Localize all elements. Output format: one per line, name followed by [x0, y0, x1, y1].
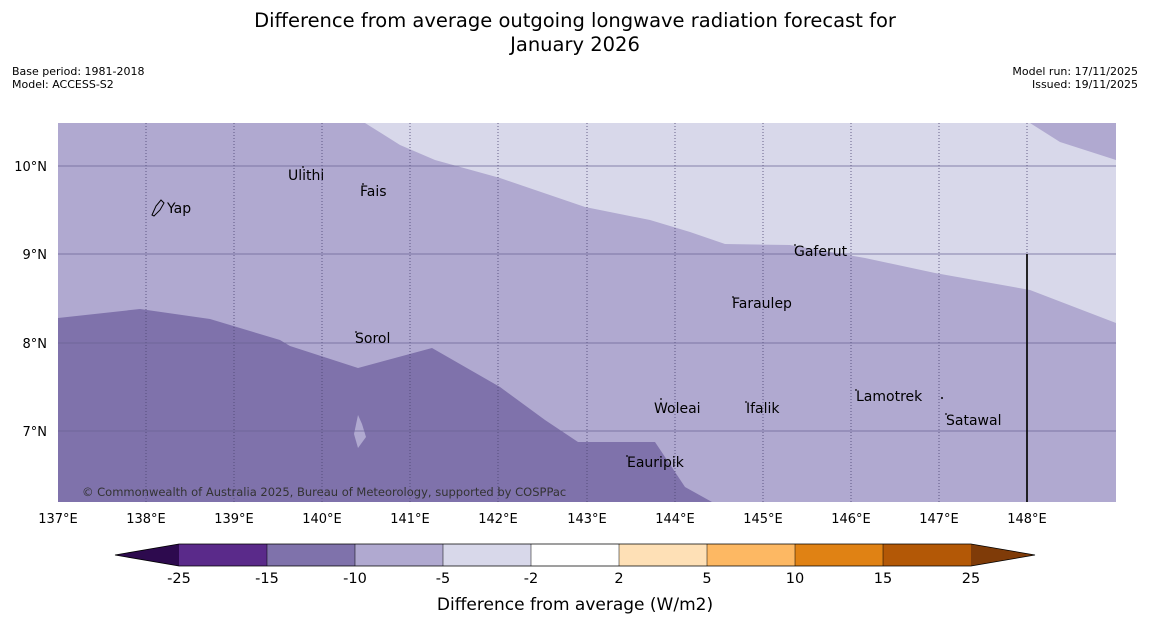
- place-ifalik: Ifalik: [746, 401, 780, 417]
- colorbar-extend-high: [971, 544, 1035, 566]
- colorbar-tick: 5: [702, 571, 711, 587]
- lon-label-138: 138°E: [126, 512, 166, 527]
- lon-label-147: 147°E: [919, 512, 959, 527]
- place-woleai: Woleai: [654, 401, 701, 417]
- model-run: Model run: 17/11/2025: [1012, 65, 1138, 78]
- place-eauripik: Eauripik: [627, 455, 685, 471]
- marker-gaferut: [794, 244, 796, 246]
- place-labels: Ulithi Fais Yap Gaferut Faraulep Sorol L…: [166, 168, 1001, 471]
- colorbar-tick: 2: [614, 571, 623, 587]
- grid-lines: [145, 123, 1028, 502]
- colorbar-outline: [114, 543, 1036, 567]
- lat-axis-labels: 10°N 9°N 8°N 7°N: [14, 160, 47, 440]
- lon-label-146: 146°E: [831, 512, 871, 527]
- issued-date: Issued: 19/11/2025: [1031, 78, 1138, 91]
- place-gaferut: Gaferut: [794, 244, 848, 260]
- colorbar-tick: 25: [962, 571, 980, 587]
- lon-axis-labels: 137°E 138°E 139°E 140°E 141°E 142°E 143°…: [38, 512, 1047, 527]
- colorbar-bin-5: [531, 544, 619, 566]
- field-island-patch: [354, 415, 366, 448]
- colorbar-bin-7: [707, 544, 795, 566]
- colorbar-tick: 10: [786, 571, 804, 587]
- lat-label-7: 7°N: [23, 425, 48, 440]
- place-yap: Yap: [166, 201, 191, 217]
- lon-label-144: 144°E: [655, 512, 695, 527]
- marker-ifalik: [745, 401, 747, 403]
- lon-label-142: 142°E: [478, 512, 518, 527]
- lat-label-8: 8°N: [23, 337, 48, 352]
- colorbar-bin-6: [619, 544, 707, 566]
- colorbar-extend-low: [115, 544, 179, 566]
- marker-eauripik: [626, 455, 628, 457]
- copyright-text: © Commonwealth of Australia 2025, Bureau…: [82, 485, 566, 499]
- colorbar-bin-1: [179, 544, 267, 566]
- chart-title: Difference from average outgoing longwav…: [0, 9, 1150, 57]
- model-name: Model: ACCESS-S2: [12, 78, 114, 91]
- place-fais: Fais: [360, 184, 387, 200]
- colorbar-tick: -10: [343, 571, 367, 587]
- island-markers: [302, 166, 947, 457]
- lon-label-137: 137°E: [38, 512, 78, 527]
- lat-lines: [58, 165, 1116, 432]
- lon-label-148: 148°E: [1007, 512, 1047, 527]
- lon-label-139: 139°E: [214, 512, 254, 527]
- place-satawal: Satawal: [946, 413, 1001, 429]
- marker-satawal: [945, 413, 947, 415]
- colorbar-bin-8: [795, 544, 883, 566]
- yap-island-shape: [151, 199, 165, 217]
- meta-right: Model run: 17/11/2025 Issued: 19/11/2025: [1012, 65, 1138, 91]
- place-lamotrek: Lamotrek: [856, 389, 923, 405]
- colorbar-bin-9: [883, 544, 971, 566]
- lat-label-10: 10°N: [14, 160, 47, 175]
- marker-fais: [362, 183, 364, 185]
- colorbar-dividers: [266, 544, 884, 566]
- colorbar-label: Difference from average (W/m2): [437, 595, 713, 615]
- lon-label-140: 140°E: [302, 512, 342, 527]
- field-minus2-to-minus5: [365, 123, 1116, 323]
- colorbar-bin-3: [355, 544, 443, 566]
- place-sorol: Sorol: [355, 331, 390, 347]
- place-faraulep: Faraulep: [732, 296, 792, 312]
- lat-label-9: 9°N: [23, 248, 48, 263]
- colorbar-bin-4: [443, 544, 531, 566]
- colorbar-bin-2: [267, 544, 355, 566]
- marker-woleai: [660, 398, 662, 400]
- title-line-2: January 2026: [510, 33, 640, 56]
- marker-faraulep: [732, 296, 734, 298]
- colorbar-tick: -25: [167, 571, 191, 587]
- marker-ulithi: [302, 166, 304, 168]
- marker-lamotrek-dot: [941, 397, 943, 399]
- marker-sorol: [355, 331, 357, 333]
- marker-lamotrek: [855, 389, 857, 391]
- lon-label-143: 143°E: [567, 512, 607, 527]
- place-ulithi: Ulithi: [288, 168, 324, 184]
- title-line-1: Difference from average outgoing longwav…: [254, 9, 896, 32]
- lon-label-145: 145°E: [743, 512, 783, 527]
- lon-label-141: 141°E: [390, 512, 430, 527]
- colorbar-tick: -2: [524, 571, 538, 587]
- base-period: Base period: 1981-2018: [12, 65, 145, 78]
- colorbar-tick: -15: [255, 571, 279, 587]
- colorbar-ticks: -25 -15 -10 -5 -2 2 5 10 15 25: [167, 571, 980, 587]
- field-minus10-to-minus15: [58, 309, 712, 502]
- colorbar-tick: -5: [436, 571, 450, 587]
- colorbar: -25 -15 -10 -5 -2 2 5 10 15 25 Differenc…: [114, 543, 1036, 615]
- colorbar-tick: 15: [874, 571, 892, 587]
- meta-left: Base period: 1981-2018 Model: ACCESS-S2: [12, 65, 144, 91]
